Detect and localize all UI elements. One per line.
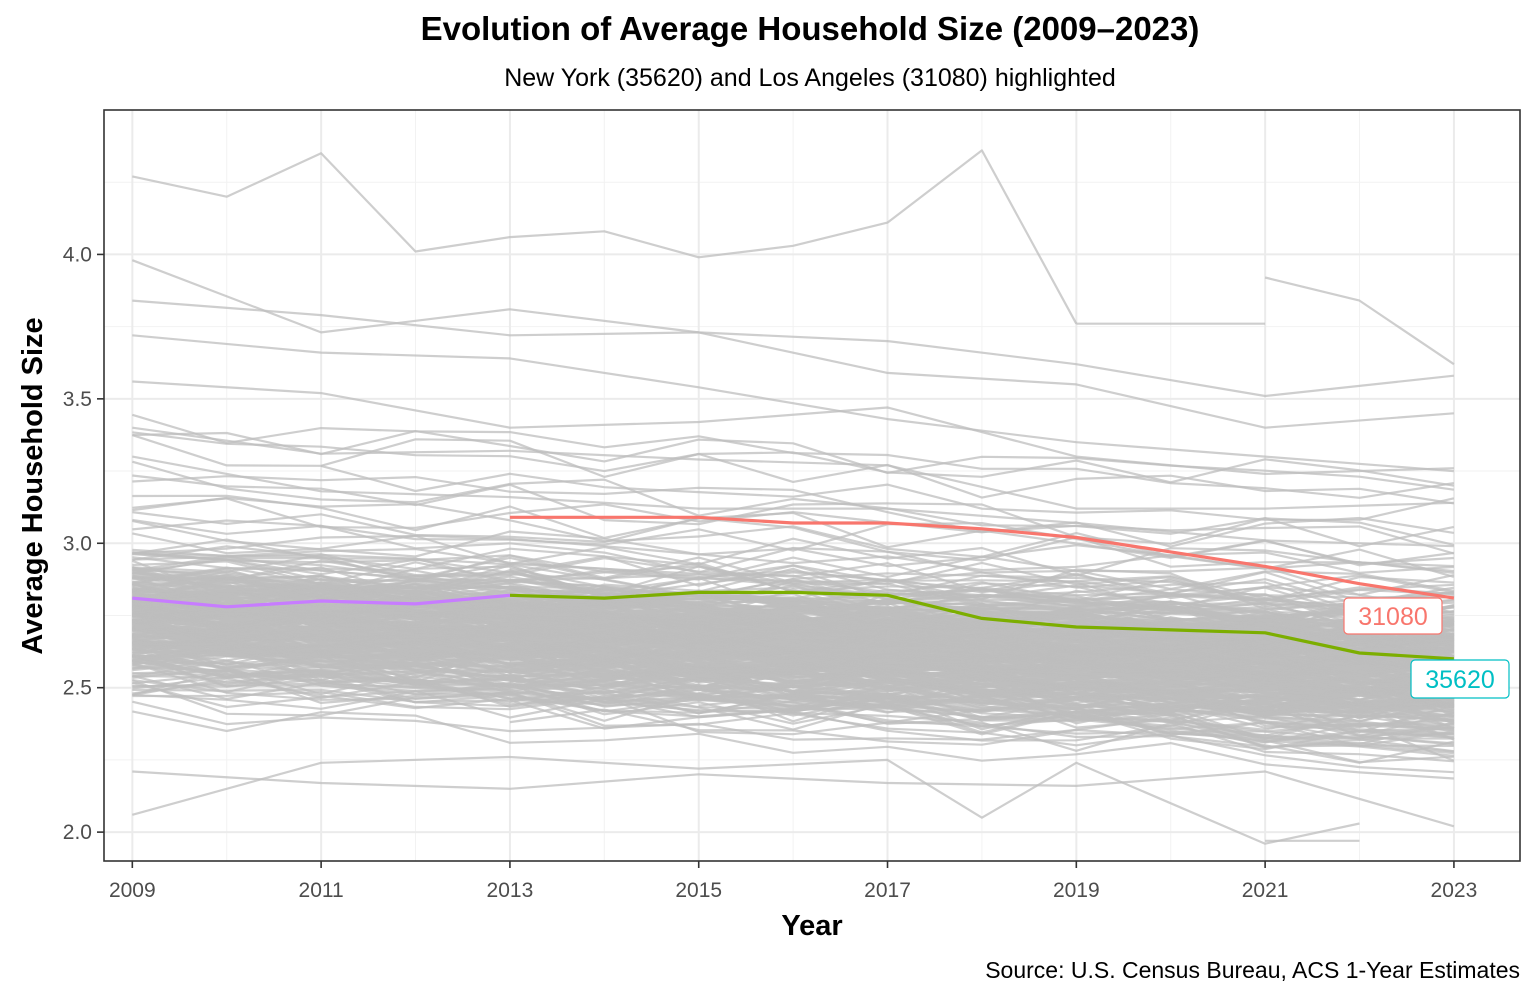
chart-title: Evolution of Average Household Size (200… bbox=[420, 10, 1200, 47]
background-series-line bbox=[132, 511, 1455, 573]
background-series-line bbox=[131, 434, 1455, 487]
background-series-line bbox=[132, 565, 1455, 620]
background-series-line bbox=[132, 620, 1454, 714]
y-axis-ticks: 2.0 2.5 3.0 3.5 4.0 bbox=[63, 243, 104, 844]
background-series-line bbox=[132, 430, 1455, 491]
background-series-line bbox=[132, 671, 1454, 729]
x-axis-title: Year bbox=[781, 910, 842, 942]
background-series-line bbox=[132, 559, 1455, 612]
y-axis-title: Average Household Size bbox=[17, 317, 49, 654]
background-series-line bbox=[1264, 276, 1455, 366]
series-label-box bbox=[1410, 659, 1510, 699]
background-series-line bbox=[132, 566, 1455, 642]
series-label-box bbox=[1343, 597, 1443, 635]
background-series-line bbox=[132, 602, 1455, 665]
highlighted-series-line bbox=[509, 590, 1454, 661]
background-series-line bbox=[509, 612, 1454, 666]
x-tick-label: 2017 bbox=[864, 879, 911, 902]
background-series-line bbox=[132, 426, 1454, 510]
background-series-line bbox=[509, 640, 1454, 706]
x-tick-label: 2015 bbox=[675, 879, 722, 902]
series-labels: 31080 35620 bbox=[1343, 597, 1510, 699]
background-series-line bbox=[132, 534, 1454, 577]
highlighted-series-line bbox=[509, 515, 1455, 600]
x-axis-ticks: 2009 2011 2013 2015 2017 2019 2021 2023 bbox=[109, 861, 1477, 902]
chart-caption: Source: U.S. Census Bureau, ACS 1-Year E… bbox=[985, 957, 1520, 983]
background-series-line bbox=[132, 494, 1454, 565]
background-series-line bbox=[132, 431, 1455, 505]
background-series-line bbox=[132, 380, 1454, 475]
background-series-line bbox=[132, 710, 1454, 780]
chart-subtitle: New York (35620) and Los Angeles (31080)… bbox=[504, 64, 1116, 92]
background-series-line bbox=[132, 579, 1454, 611]
background-series-line bbox=[131, 679, 1454, 763]
background-series-line bbox=[132, 700, 1454, 741]
background-series-line bbox=[132, 612, 1454, 666]
highlighted-series-line bbox=[132, 593, 511, 609]
background-series-line bbox=[132, 334, 1454, 473]
background-series-line bbox=[132, 755, 1360, 845]
background-series-line bbox=[132, 595, 1454, 632]
background-series-line bbox=[132, 677, 1454, 749]
background-series-line bbox=[132, 475, 1455, 555]
background-series-line bbox=[132, 653, 1454, 745]
grid-major bbox=[104, 110, 1520, 861]
background-series-line bbox=[131, 612, 1455, 691]
background-series-line bbox=[132, 299, 1454, 429]
background-series-line bbox=[320, 464, 1455, 521]
plot-panel-background bbox=[104, 110, 1520, 861]
y-tick-label: 3.0 bbox=[63, 532, 92, 555]
background-series-line bbox=[132, 149, 1078, 325]
background-series-line bbox=[132, 770, 1455, 828]
background-series-line bbox=[132, 577, 1454, 622]
x-tick-label: 2023 bbox=[1431, 879, 1478, 902]
y-tick-label: 2.5 bbox=[63, 677, 92, 700]
background-series-line bbox=[132, 582, 1454, 629]
background-series-line bbox=[132, 547, 1454, 600]
x-tick-label: 2013 bbox=[487, 879, 534, 902]
x-tick-label: 2009 bbox=[109, 879, 156, 902]
x-tick-label: 2011 bbox=[299, 879, 344, 902]
highlighted-series-lines bbox=[132, 515, 1455, 661]
background-series-line bbox=[132, 532, 1454, 575]
series-label: 31080 bbox=[1358, 603, 1428, 631]
x-tick-label: 2019 bbox=[1053, 879, 1100, 902]
background-series-line bbox=[132, 672, 1454, 751]
background-series-line bbox=[132, 614, 1455, 681]
background-series-line bbox=[132, 557, 1454, 603]
background-series-line bbox=[132, 675, 1454, 748]
series-label: 35620 bbox=[1425, 666, 1495, 694]
y-tick-label: 4.0 bbox=[63, 243, 92, 266]
background-series-line bbox=[132, 455, 1454, 548]
background-series-line bbox=[132, 474, 1455, 546]
background-series-line bbox=[509, 708, 1454, 774]
x-tick-label: 2021 bbox=[1242, 879, 1289, 902]
background-series-line bbox=[131, 460, 1455, 548]
y-tick-label: 3.5 bbox=[63, 388, 92, 411]
background-series-line bbox=[131, 259, 1455, 398]
background-series-line bbox=[132, 633, 1455, 683]
background-series-line bbox=[132, 593, 1454, 660]
background-series-line bbox=[132, 643, 1454, 699]
y-tick-label: 2.0 bbox=[63, 821, 92, 844]
background-series-line bbox=[132, 577, 1455, 631]
plot-panel-border bbox=[103, 109, 1521, 862]
